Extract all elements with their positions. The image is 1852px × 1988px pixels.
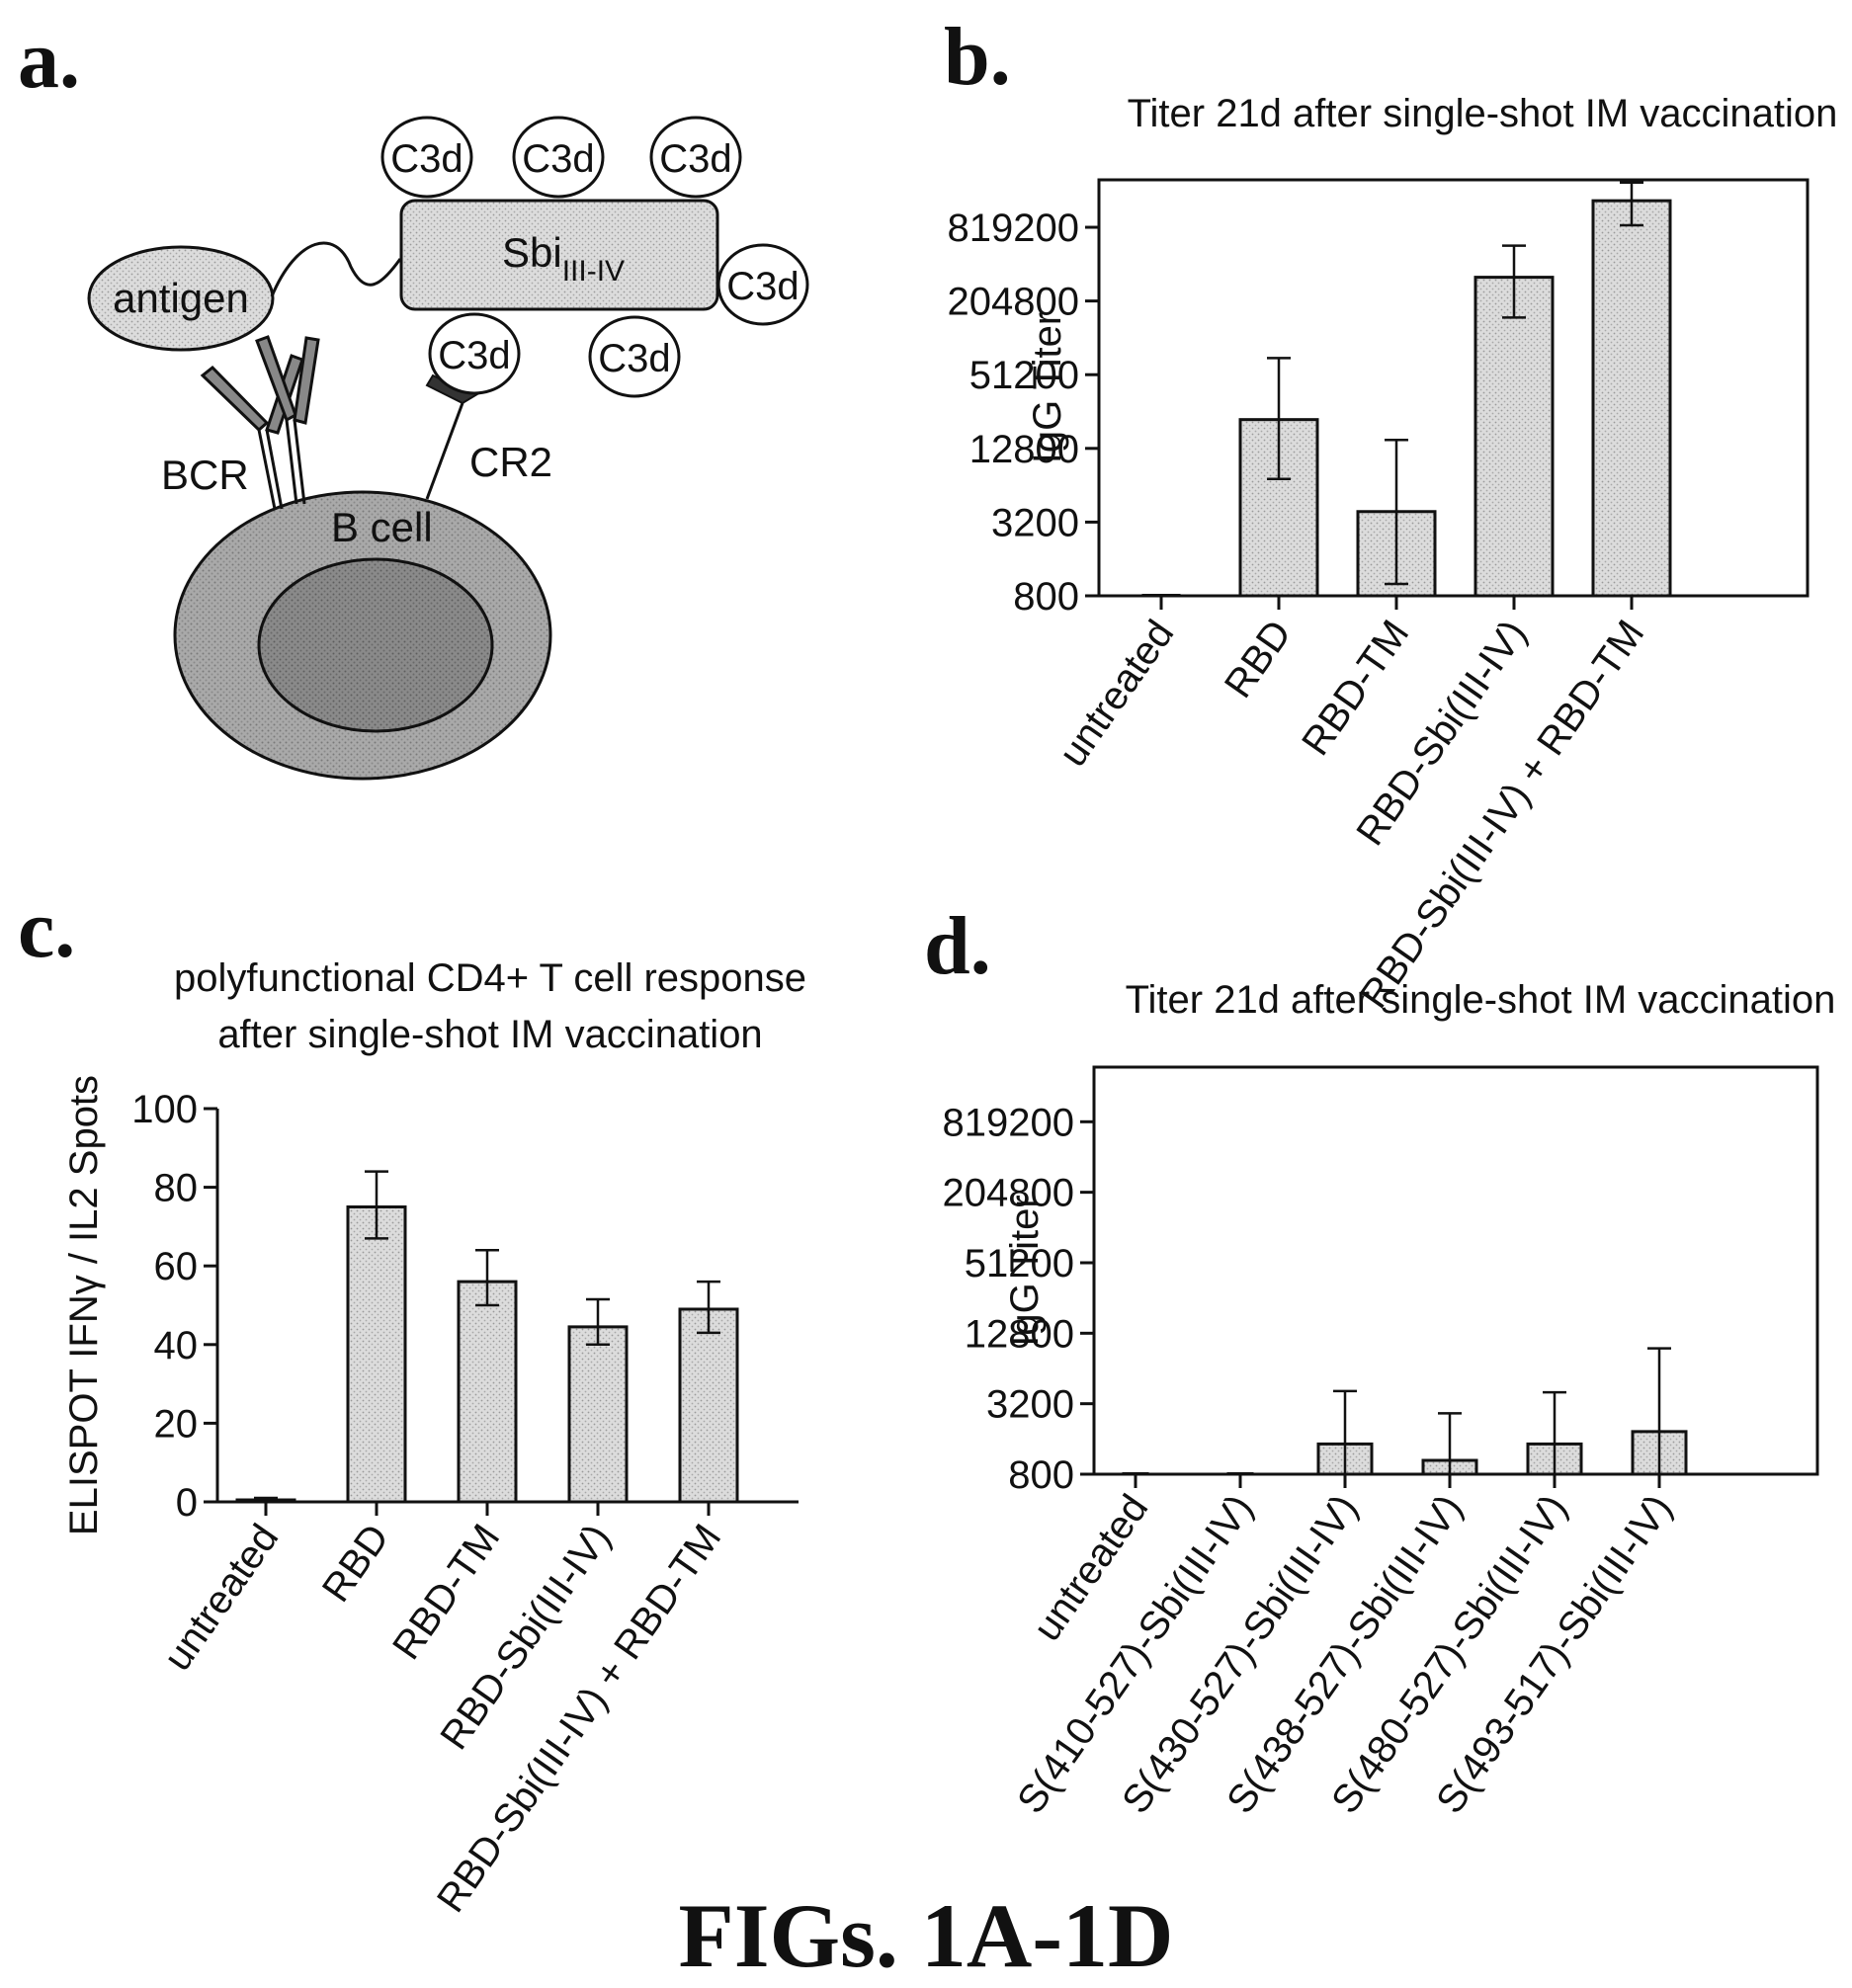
chart-title: Titer 21d after single-shot IM vaccinati…	[1126, 978, 1836, 1022]
y-axis-label: IgG Titer	[1026, 312, 1069, 463]
y-tick-label: 800	[1013, 575, 1079, 619]
c3d-label: C3d	[726, 265, 799, 308]
y-tick-label: 51200	[965, 1242, 1074, 1285]
y-tick-label: 0	[176, 1481, 198, 1525]
chart-title: polyfunctional CD4+ T cell response	[174, 956, 806, 1000]
x-tick-label: RBD-TM	[384, 1517, 508, 1668]
y-tick-label: 204800	[943, 1172, 1074, 1215]
bcr-antibody-icon	[200, 335, 320, 510]
y-tick-label: 80	[154, 1167, 199, 1210]
linker-line	[270, 241, 402, 297]
y-tick-label: 60	[154, 1245, 199, 1288]
x-tick-label: RBD-TM	[1294, 613, 1417, 764]
y-axis-label: IgG Titer	[1003, 1195, 1047, 1346]
chart-panel-c: polyfunctional CD4+ T cell response after…	[62, 956, 806, 1920]
bar	[678, 1307, 739, 1504]
y-tick-label: 819200	[943, 1101, 1074, 1144]
y-tick-label: 40	[154, 1324, 199, 1367]
y-tick-label: 100	[131, 1088, 198, 1131]
y-tick-label: 3200	[986, 1383, 1074, 1427]
plot-frame	[1097, 178, 1810, 598]
chart-title: Titer 21d after single-shot IM vaccinati…	[1128, 92, 1838, 135]
c3d-label: C3d	[598, 337, 670, 380]
panel-letter-c: c.	[18, 883, 75, 975]
b-cell-nucleus	[257, 557, 494, 733]
y-tick-label: 12800	[969, 428, 1079, 471]
y-tick-label: 819200	[948, 207, 1079, 250]
sbi-box	[399, 199, 719, 311]
panel-letter-a: a.	[18, 14, 80, 106]
chart-panel-d: Titer 21d after single-shot IM vaccinati…	[943, 978, 1836, 1821]
c3d-label: C3d	[522, 137, 594, 181]
y-tick-label: 800	[1008, 1453, 1074, 1497]
y-tick-label: 3200	[991, 501, 1079, 544]
x-tick-label: RBD	[314, 1517, 397, 1610]
cr2-label: CR2	[469, 439, 552, 485]
chart-panel-b: Titer 21d after single-shot IM vaccinati…	[948, 92, 1838, 1016]
x-tick-label: untreated	[1051, 613, 1182, 775]
sbi-label: SbiIII-IV	[502, 229, 625, 288]
bar	[1591, 199, 1672, 598]
bcr-label: BCR	[161, 452, 249, 498]
x-tick-label: untreated	[155, 1517, 287, 1679]
panel-letter-d: d.	[924, 900, 991, 992]
c3d-label: C3d	[659, 137, 731, 181]
c3d-label: C3d	[390, 137, 463, 181]
figure-caption: FIGs. 1A-1D	[679, 1885, 1174, 1986]
c3d-label: C3d	[438, 334, 510, 377]
antigen-shape	[87, 245, 275, 352]
antigen-label: antigen	[113, 275, 249, 321]
y-tick-label: 20	[154, 1402, 199, 1446]
x-tick-label: RBD	[1217, 613, 1300, 705]
y-axis-label: ELISPOT IFNγ / IL2 Spots	[62, 1075, 106, 1535]
panel-letter-b: b.	[944, 11, 1011, 103]
bar	[457, 1280, 518, 1504]
chart-title: after single-shot IM vaccination	[217, 1013, 762, 1056]
b-cell-label: B cell	[331, 504, 433, 550]
y-tick-label: 51200	[969, 354, 1079, 397]
bar	[1473, 276, 1555, 598]
y-tick-label: 204800	[948, 281, 1079, 324]
bar	[567, 1325, 629, 1504]
bar	[346, 1205, 407, 1504]
diagram-panel-a: B cell BCR CR2 antigen SbiIII-IV	[87, 116, 809, 781]
c3d-group: C3d C3d C3d C3d C3d C3d	[380, 116, 809, 398]
y-tick-label: 12800	[965, 1312, 1074, 1356]
